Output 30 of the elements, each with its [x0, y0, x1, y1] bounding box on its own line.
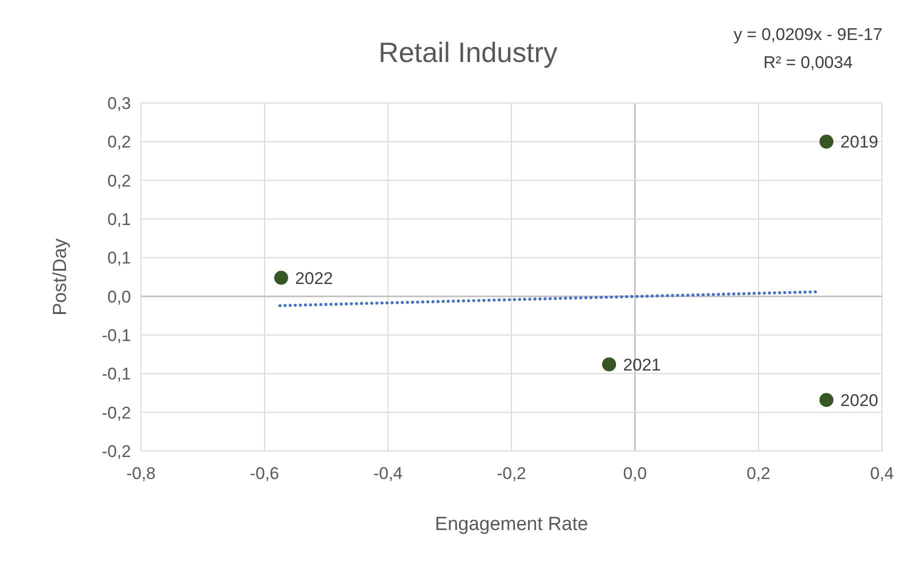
y-axis-title: Post/Day: [50, 238, 71, 316]
y-tick-label: -0,2: [102, 403, 131, 422]
y-tick-label: 0,3: [107, 94, 131, 113]
text: R² = 0,0034: [763, 53, 853, 72]
y-tick-label: -0,2: [102, 442, 131, 461]
point: [602, 357, 616, 372]
point: [819, 392, 834, 407]
annotation: 2022: [295, 268, 333, 288]
y-tick-label: 0,0: [107, 287, 131, 306]
y-tick-label: -0,1: [102, 326, 131, 345]
x-tick-label: 0,2: [746, 464, 770, 483]
x-tick-label: 0,4: [870, 464, 894, 483]
y-tick-label: 0,1: [107, 210, 131, 229]
annotation: 2019: [840, 132, 878, 152]
x-tick-label: -0,6: [250, 464, 280, 483]
x-tick-label: 0,0: [623, 464, 647, 483]
y-tick-label: 0,2: [107, 171, 131, 190]
annotation: 2021: [623, 355, 661, 374]
x-tick-label: -0,2: [496, 464, 526, 483]
x-tick-label: -0,8: [126, 464, 156, 483]
x-tick-label: -0,4: [373, 464, 403, 483]
point: [274, 270, 288, 285]
x-axis-title: Engagement Rate: [434, 514, 588, 535]
chart-title: Retail Industry: [378, 37, 558, 68]
point: [819, 134, 834, 149]
text: y = 0,0209x - 9E-17: [734, 25, 882, 44]
y-tick-label: -0,1: [102, 364, 131, 384]
y-tick-label: 0,1: [107, 248, 131, 268]
annotation: 2020: [840, 390, 878, 410]
y-tick-label: 0,2: [107, 132, 131, 152]
